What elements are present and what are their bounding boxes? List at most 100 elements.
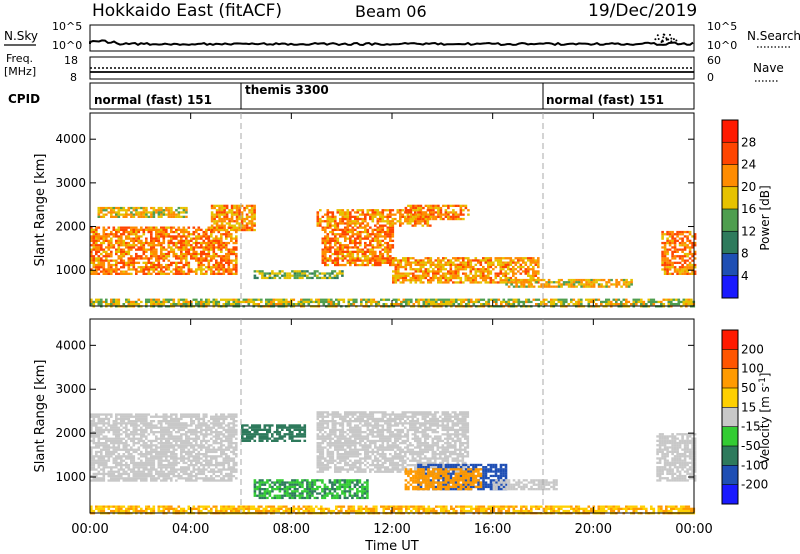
- power-colorbar-swatch-0: [722, 275, 738, 298]
- noise-search-point: [675, 39, 678, 42]
- nave-label: Nave: [753, 61, 784, 75]
- cpid-mode-1: normal (fast) 151: [94, 93, 212, 107]
- noise-left-tick-top: 10^5: [52, 20, 82, 33]
- x-tick-label-4: 16:00: [474, 522, 511, 537]
- velocity-region-7: [656, 433, 697, 482]
- cpid-mode-2: themis 3300: [245, 83, 329, 97]
- noise-search-point: [670, 37, 673, 40]
- power-ytick-label-2: 3000: [55, 176, 86, 190]
- power-colorbar-tick-label-2: 12: [741, 224, 756, 238]
- power-ytick-label-0: 1000: [55, 263, 86, 277]
- x-tick-label-5: 20:00: [575, 522, 612, 537]
- power-colorbar-swatch-1: [722, 253, 738, 276]
- noise-search-point: [656, 34, 659, 37]
- velocity-colorbar-tick-label-4: -15: [741, 420, 761, 434]
- noise-search-point: [667, 38, 670, 41]
- power-colorbar-tick-label-6: 28: [741, 135, 756, 149]
- noise-sky-trace: [89, 39, 694, 47]
- noise-search-point: [654, 38, 657, 41]
- power-region-6: [404, 204, 470, 221]
- noise-search-label: N.Search: [747, 29, 800, 43]
- power-colorbar-tick-label-1: 8: [741, 247, 749, 261]
- velocity-region-5: [404, 468, 483, 491]
- velocity-region-2: [241, 424, 307, 442]
- power-colorbar-swatch-3: [722, 209, 738, 232]
- velocity-region-6: [492, 479, 558, 491]
- power-colorbar-swatch-4: [722, 186, 738, 209]
- nave-tick-bottom: 0: [707, 71, 714, 84]
- power-region-9: [253, 270, 344, 280]
- velocity-colorbar-tick-label-7: -200: [741, 478, 768, 492]
- velocity-ytick-label-0: 1000: [55, 470, 86, 484]
- noise-search-point: [670, 40, 673, 43]
- x-tick-label-3: 12:00: [373, 522, 410, 537]
- freq-tick-top: 18: [64, 54, 78, 67]
- beam-label: Beam 06: [355, 2, 427, 21]
- velocity-colorbar-tick-label-5: -50: [741, 439, 761, 453]
- cpid-label: CPID: [8, 92, 40, 106]
- velocity-colorbar: 200 100 50 15 -15 -50 -100 -200 Velocity [m s-1…: [721, 329, 772, 505]
- noise-search-point: [657, 38, 660, 40]
- freq-tick-bottom: 8: [70, 71, 77, 84]
- x-tick-label-1: 04:00: [172, 522, 209, 537]
- power-colorbar-swatch-6: [722, 142, 738, 165]
- freq-unit-label: [MHz]: [4, 65, 36, 78]
- velocity-region-3: [253, 479, 369, 500]
- cpid-panel: CPID normal (fast) 151 themis 3300 norma…: [8, 82, 695, 110]
- x-tick-label-6: 00:00: [675, 522, 712, 537]
- power-panel: 1000 2000 3000 4000 Slant Range [km]: [33, 112, 697, 308]
- power-colorbar-tick-label-4: 20: [741, 180, 756, 194]
- velocity-colorbar-frame: [721, 329, 739, 505]
- power-colorbar-label: Power [dB]: [758, 185, 772, 250]
- velocity-colorbar-label: Velocity [m s-1]: [758, 373, 772, 464]
- velocity-colorbar-swatch-7: [722, 349, 738, 369]
- velocity-region-1: [316, 411, 470, 473]
- velocity-colorbar-swatch-5: [722, 388, 738, 408]
- noise-search-point: [663, 33, 666, 36]
- velocity-heatmap: [90, 411, 697, 515]
- velocity-ytick-label-2: 3000: [55, 382, 86, 396]
- velocity-colorbar-swatch-1: [722, 465, 738, 485]
- velocity-colorbar-tick-label-6: -100: [741, 458, 768, 472]
- velocity-colorbar-swatch-4: [722, 407, 738, 427]
- power-region-2: [210, 204, 256, 232]
- velocity-colorbar-tick-label-0: 200: [741, 342, 764, 356]
- velocity-colorbar-swatch-0: [722, 484, 738, 504]
- x-tick-label-0: 00:00: [71, 522, 108, 537]
- velocity-ylabel: Slant Range [km]: [33, 360, 48, 473]
- freq-panel: Freq. [MHz] 18 8 60 0 Nave: [4, 52, 784, 84]
- power-axes: 1000 2000 3000 4000: [55, 113, 695, 306]
- power-region-4: [316, 209, 432, 227]
- power-region-7: [505, 278, 633, 288]
- velocity-panel: 1000 2000 3000 4000 Slant Range [km]: [33, 318, 697, 515]
- noise-search-trace: [654, 33, 678, 43]
- power-region-5: [392, 257, 540, 284]
- power-ylabel: Slant Range [km]: [33, 154, 48, 267]
- power-colorbar-tick-label-3: 16: [741, 202, 756, 216]
- velocity-colorbar-tick-label-1: 100: [741, 362, 764, 376]
- power-region-1: [97, 206, 188, 218]
- velocity-colorbar-swatch-8: [722, 330, 738, 350]
- noise-search-point: [662, 36, 665, 39]
- x-tick-label-2: 08:00: [273, 522, 310, 537]
- power-colorbar: 4 8 12 16 20 24 28 Power [dB]: [721, 119, 772, 299]
- noise-search-point: [665, 38, 668, 41]
- power-region-3: [321, 226, 395, 267]
- power-region-0: [90, 226, 238, 275]
- noise-search-point: [661, 39, 664, 42]
- station-title: Hokkaido East (fitACF): [92, 1, 282, 21]
- noise-left-tick-bottom: 10^0: [52, 39, 82, 52]
- velocity-axes: 1000 2000 3000 4000: [55, 319, 695, 513]
- power-region-8: [661, 230, 697, 275]
- cpid-mode-3: normal (fast) 151: [546, 93, 664, 107]
- velocity-ytick-label-1: 2000: [55, 426, 86, 440]
- nave-tick-top: 60: [707, 54, 721, 67]
- power-colorbar-swatch-2: [722, 231, 738, 254]
- noise-right-tick-bottom: 10^0: [707, 39, 737, 52]
- x-axis-label: Time UT: [364, 539, 418, 554]
- date-label: 19/Dec/2019: [588, 1, 697, 21]
- noise-sky-label: N.Sky: [4, 29, 38, 43]
- freq-label: Freq.: [6, 52, 33, 65]
- noise-panel: N.Sky 10^5 10^0 10^5 10^0 N.Search: [4, 20, 800, 52]
